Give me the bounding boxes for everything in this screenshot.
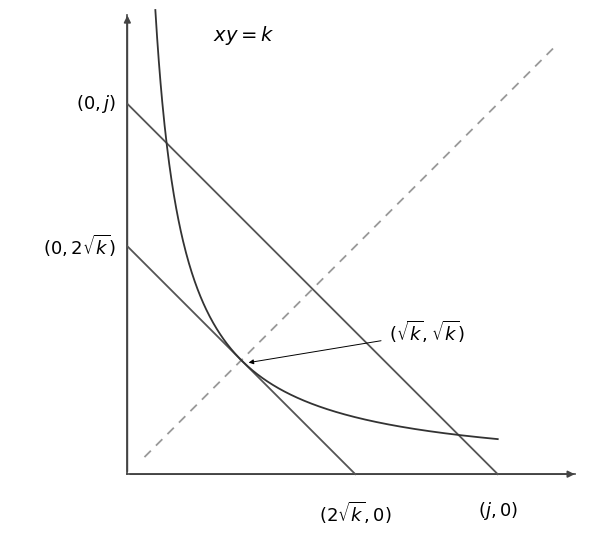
Text: $xy = k$: $xy = k$ [213,24,274,47]
Text: $(\sqrt{k}, \sqrt{k})$: $(\sqrt{k}, \sqrt{k})$ [390,318,465,345]
Text: $(0, j)$: $(0, j)$ [76,93,116,115]
Text: $(0, 2\sqrt{k})$: $(0, 2\sqrt{k})$ [43,233,116,259]
Text: $(j, 0)$: $(j, 0)$ [478,500,518,522]
Text: $(2\sqrt{k}, 0)$: $(2\sqrt{k}, 0)$ [319,500,392,526]
